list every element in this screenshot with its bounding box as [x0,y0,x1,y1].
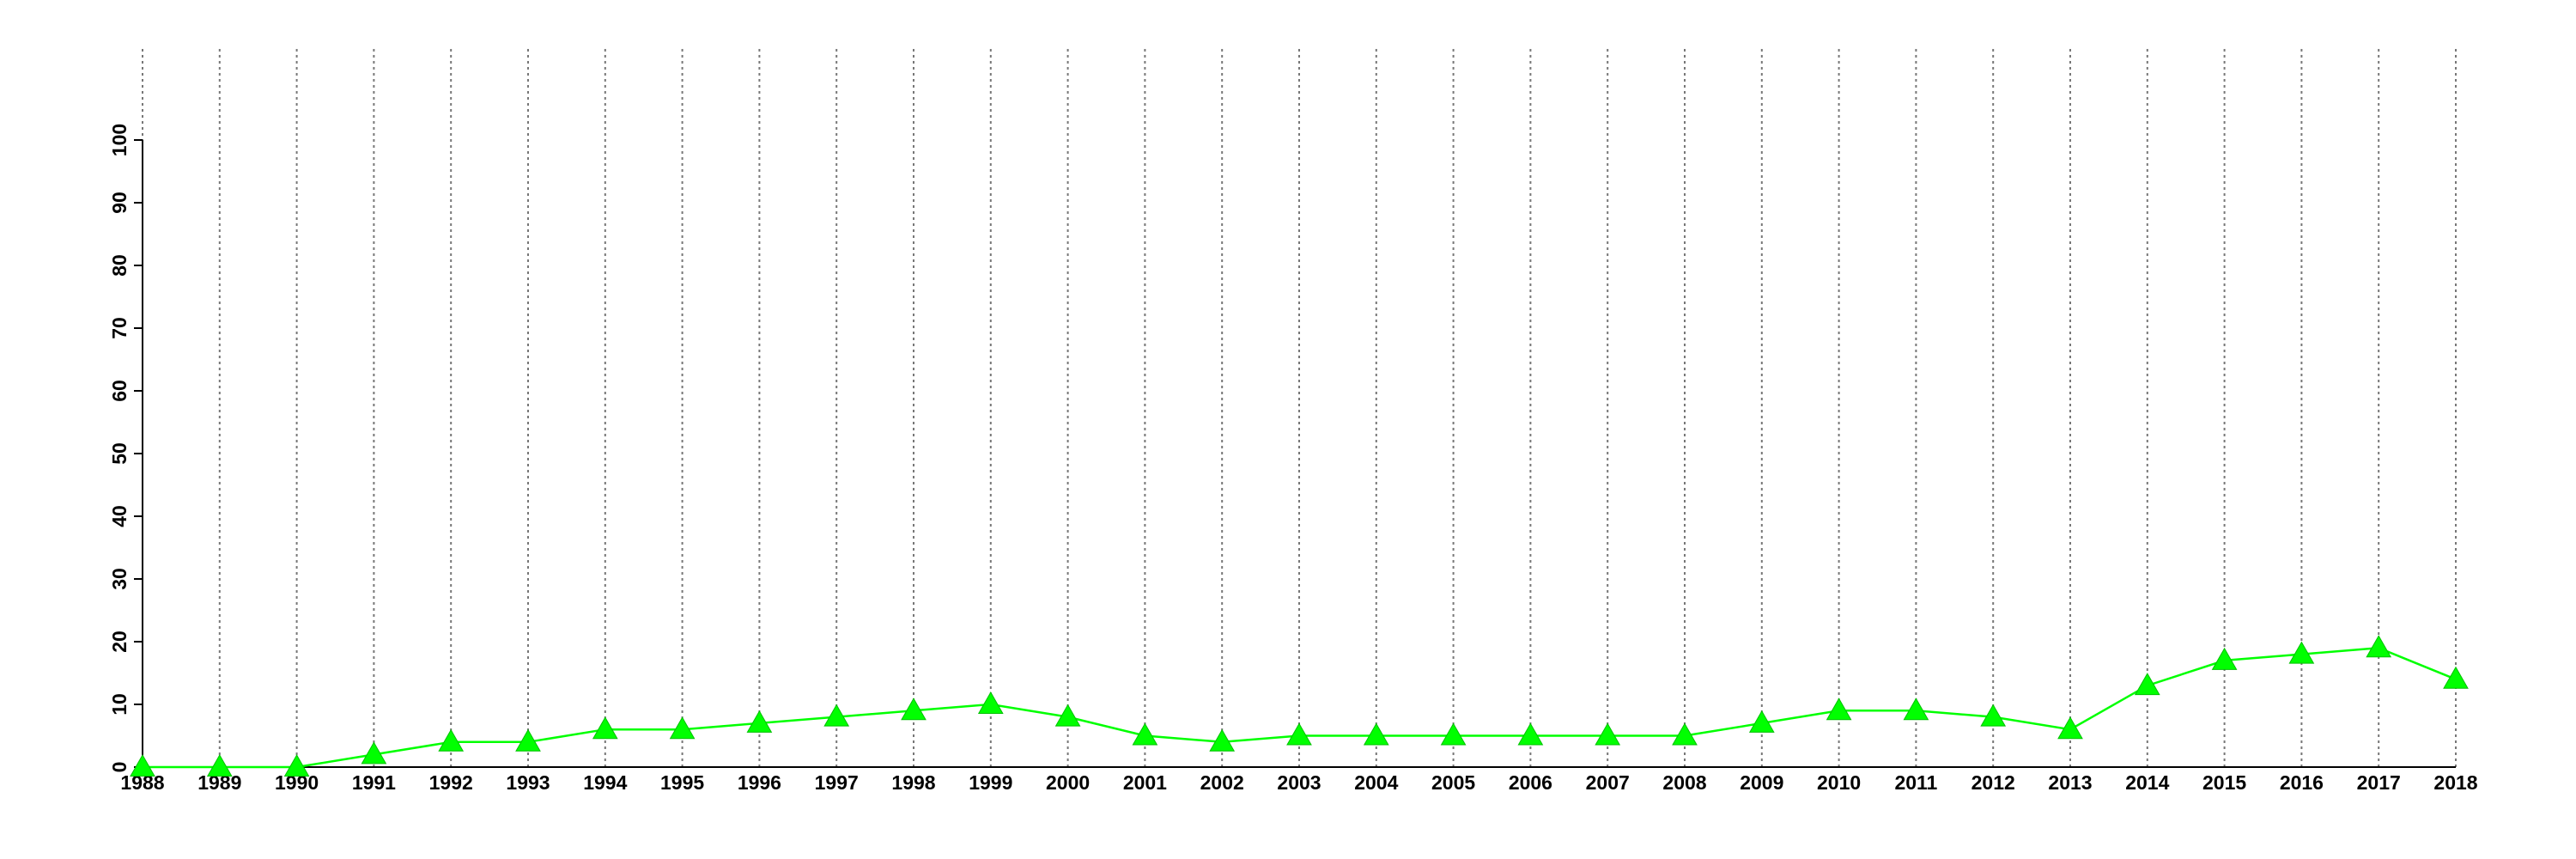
x-tick-label: 2013 [2048,771,2092,794]
data-marker [1517,722,1544,746]
data-marker [2288,641,2315,664]
data-marker [515,728,541,752]
x-tick-label: 2004 [1354,771,1398,794]
data-marker [901,698,927,721]
x-tick-label: 2002 [1200,771,1244,794]
x-tick-label: 2011 [1894,771,1937,794]
y-tick-label: 30 [108,568,131,590]
data-marker [1132,722,1158,746]
x-tick-label: 1998 [891,771,935,794]
y-tick-label: 100 [108,124,131,156]
y-tick-label: 90 [108,192,131,214]
x-tick-label: 2018 [2433,771,2477,794]
data-marker [2057,716,2083,740]
data-marker [2443,666,2469,689]
data-marker [1595,722,1621,746]
data-marker [1209,728,1236,752]
data-line [143,647,2457,769]
data-marker [1440,722,1467,746]
data-marker [1748,710,1775,733]
data-marker [592,716,618,740]
y-tick-label: 20 [108,631,131,653]
data-marker [130,753,155,777]
x-tick-label: 2007 [1586,771,1630,794]
x-tick-label: 2014 [2125,771,2169,794]
data-marker [283,753,310,777]
x-tick-label: 1997 [815,771,859,794]
x-tick-label: 2008 [1662,771,1706,794]
data-marker [1903,698,1929,721]
x-tick-label: 1999 [969,771,1012,794]
data-marker [1054,704,1081,727]
y-tick-label: 70 [108,317,131,339]
x-tick-label: 2012 [1971,771,2015,794]
x-tick-label: 1991 [352,771,396,794]
x-tick-label: 2010 [1817,771,1861,794]
data-marker [1980,704,2007,727]
x-tick-label: 1994 [583,771,627,794]
y-tick-label: 50 [108,442,131,465]
x-tick-label: 2006 [1509,771,1552,794]
x-tick-label: 2017 [2357,771,2401,794]
data-marker [1826,698,1852,721]
y-tick-label: 0 [108,762,131,773]
x-tick-label: 1995 [660,771,704,794]
data-marker [2211,647,2238,670]
x-tick-label: 1993 [506,771,550,794]
x-tick-label: 1992 [429,771,473,794]
data-marker [1672,722,1698,746]
y-tick-label: 60 [108,380,131,402]
x-tick-label: 2005 [1431,771,1475,794]
y-tick-label: 10 [108,693,131,716]
data-marker [669,716,696,740]
x-tick-label: 2009 [1740,771,1783,794]
data-marker [438,728,465,752]
data-marker [2134,673,2160,696]
data-marker [206,753,233,777]
data-marker [746,710,773,733]
data-marker [361,741,387,765]
data-marker [1286,722,1312,746]
x-tick-label: 2016 [2280,771,2324,794]
x-tick-label: 1996 [738,771,781,794]
data-marker [2366,635,2392,658]
x-tick-label: 2003 [1277,771,1321,794]
x-tick-label: 2000 [1046,771,1090,794]
x-tick-label: 2001 [1123,771,1167,794]
data-marker [1363,722,1389,746]
data-marker [977,691,1004,714]
x-tick-label: 2015 [2202,771,2246,794]
y-tick-label: 40 [108,505,131,527]
y-tick-label: 80 [108,254,131,277]
data-marker [823,704,850,727]
